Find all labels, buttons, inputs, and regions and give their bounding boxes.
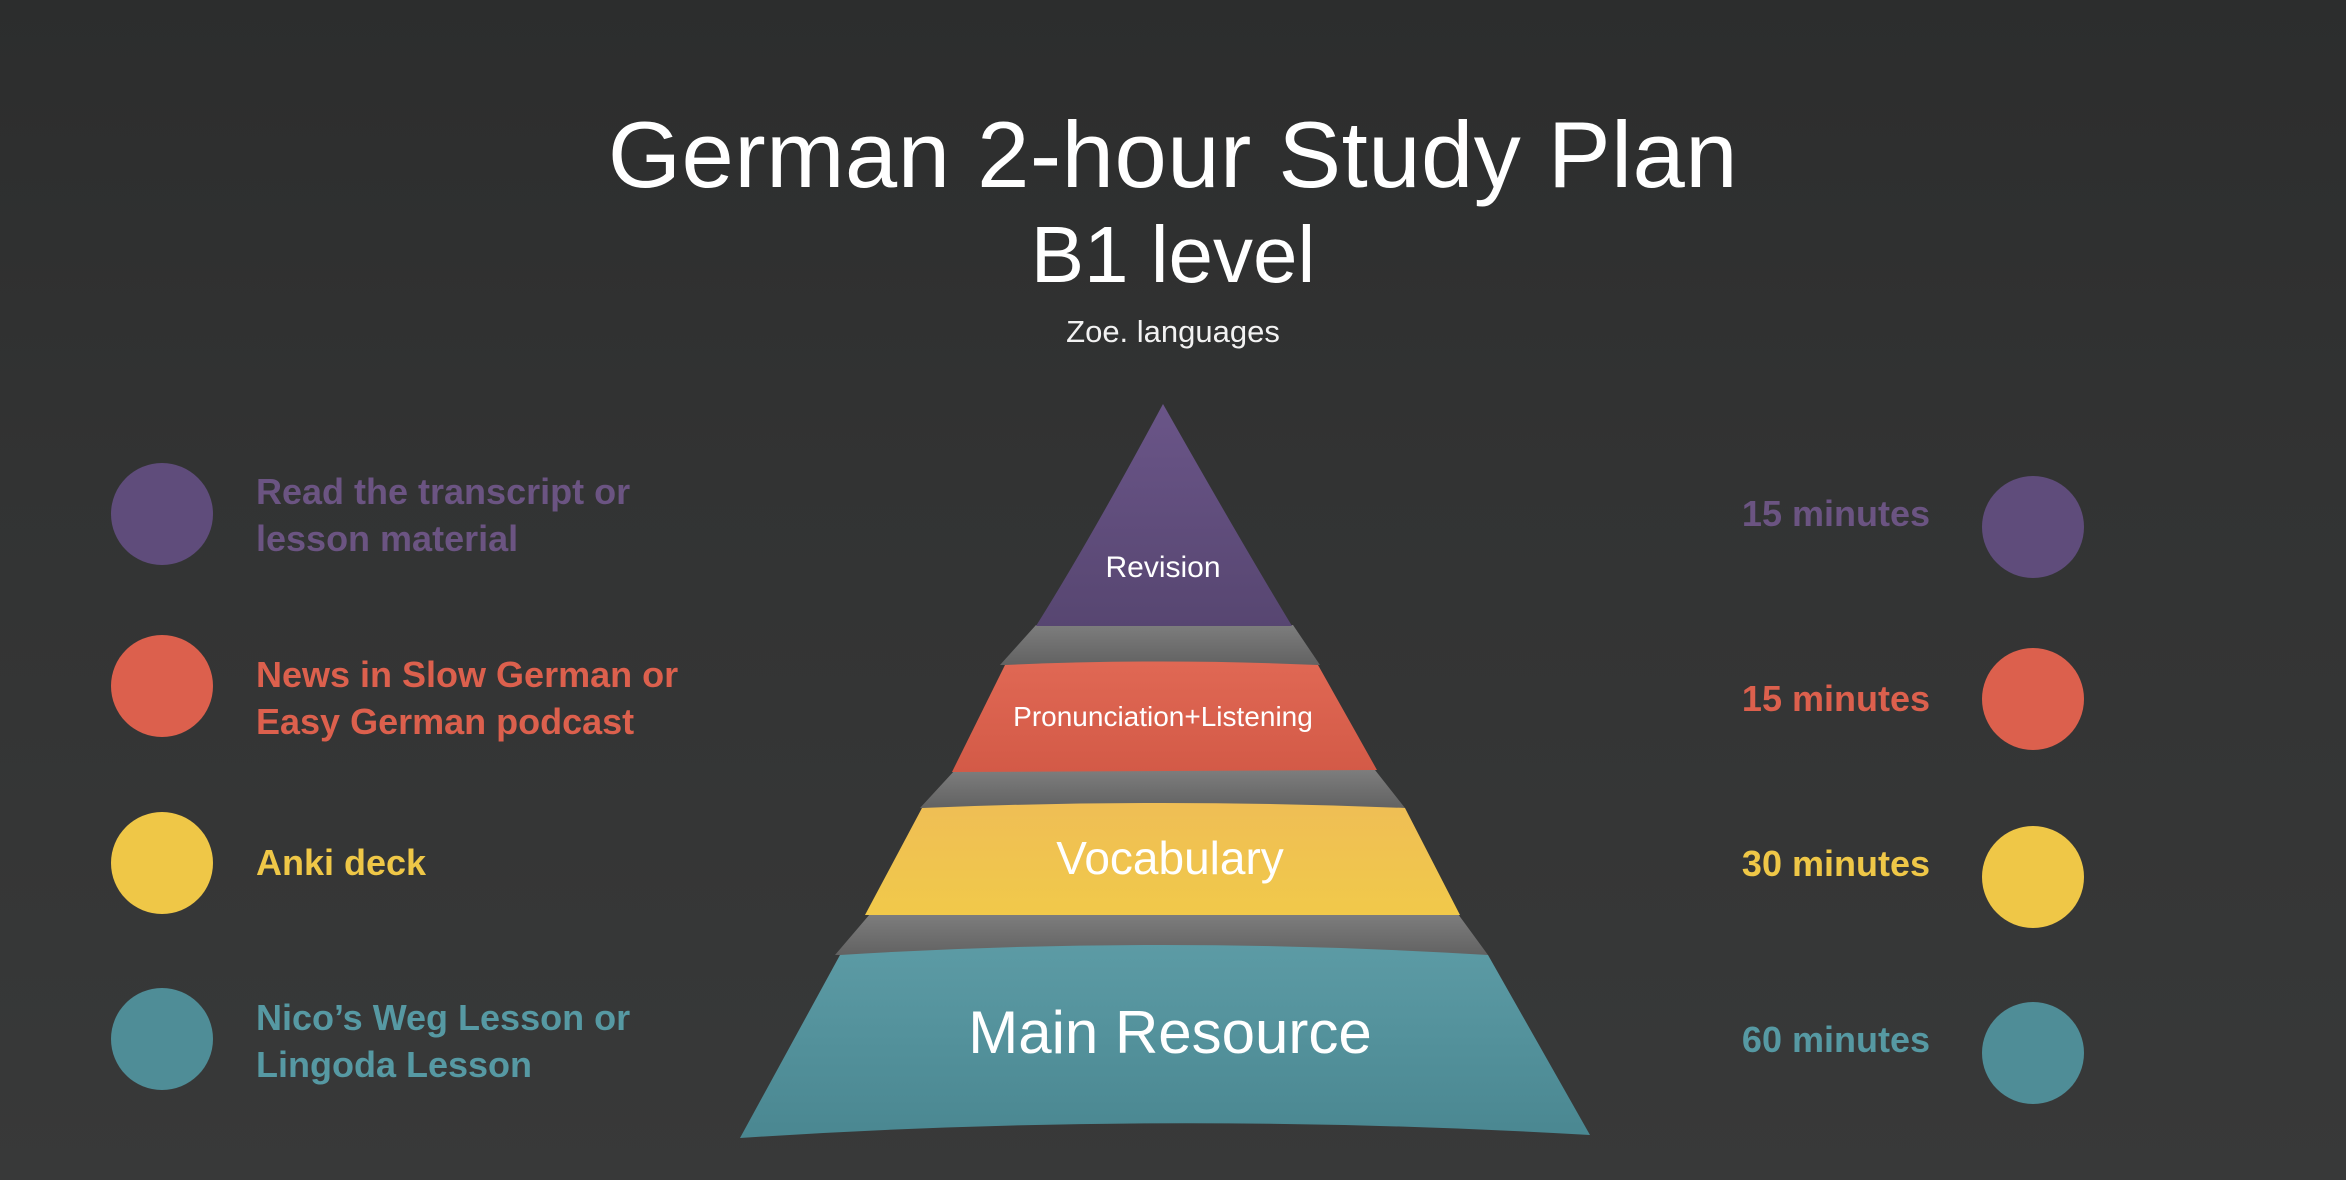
pyramid-layer-vocabulary: [865, 803, 1460, 915]
pyramid-layer-pronunciation-listening: [952, 661, 1377, 772]
pyramid-layer-main-resource: [740, 945, 1590, 1138]
listening-time-dot: [1982, 648, 2084, 750]
connector-vocabulary-main: [835, 914, 1488, 955]
revision-activity-label: Read the transcript or lesson material: [256, 468, 776, 562]
listening-activity-dot: [111, 635, 213, 737]
revision-time-label: 15 minutes: [1741, 493, 1930, 534]
pronunciation-listening-layer-label: Pronunciation+Listening: [1013, 701, 1313, 732]
vocabulary-activity-label: Anki deck: [256, 839, 776, 886]
vocabulary-layer-label: Vocabulary: [1056, 832, 1284, 884]
pyramid-layer-revision: [1036, 404, 1292, 626]
revision-activity-line-1: Read the transcript or: [256, 471, 631, 512]
revision-time-dot: [1982, 476, 2084, 578]
listening-activity-label: News in Slow German or Easy German podca…: [256, 651, 776, 745]
main-resource-layer-label: Main Resource: [968, 999, 1372, 1066]
main-resource-time-dot: [1982, 1002, 2084, 1104]
main-resource-activity-line-1: Nico’s Weg Lesson or: [256, 997, 631, 1038]
connector-revision-listening: [1000, 625, 1320, 665]
connector-listening-vocabulary: [920, 770, 1405, 808]
main-resource-activity-dot: [111, 988, 213, 1090]
listening-activity-line-2: Easy German podcast: [256, 701, 635, 742]
main-resource-time-label: 60 minutes: [1741, 1019, 1930, 1060]
slide-title: German 2-hour Study Plan: [607, 102, 1739, 207]
main-resource-activity-label: Nico’s Weg Lesson or Lingoda Lesson: [256, 994, 776, 1088]
vocabulary-activity-dot: [111, 812, 213, 914]
main-resource-activity-line-2: Lingoda Lesson: [256, 1044, 533, 1085]
listening-time-label: 15 minutes: [1741, 678, 1930, 719]
vocabulary-time-label: 30 minutes: [1741, 843, 1930, 884]
vocabulary-activity-line-1: Anki deck: [256, 842, 427, 883]
revision-layer-label: Revision: [1105, 551, 1220, 584]
author-credit: Zoe. languages: [1066, 314, 1280, 349]
revision-activity-line-2: lesson material: [256, 518, 519, 559]
slide-subtitle: B1 level: [1030, 210, 1316, 299]
listening-activity-line-1: News in Slow German or: [256, 654, 679, 695]
revision-activity-dot: [111, 463, 213, 565]
vocabulary-time-dot: [1982, 826, 2084, 928]
